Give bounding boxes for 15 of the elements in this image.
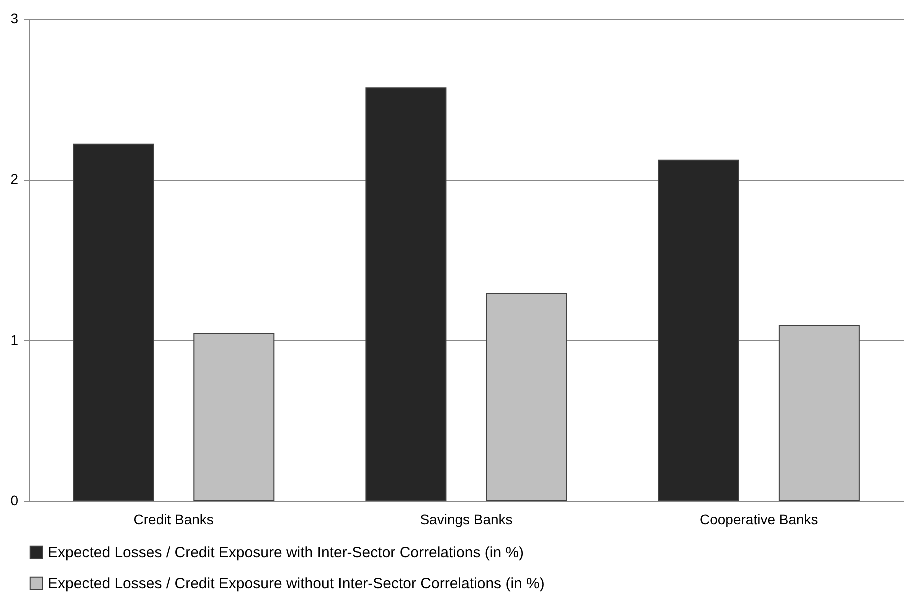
y-tick-label: 3 — [10, 10, 19, 26]
bar — [486, 293, 568, 502]
y-tick-label: 1 — [10, 332, 19, 348]
bar — [366, 88, 447, 502]
bar — [778, 325, 860, 502]
y-tick-label: 0 — [10, 492, 19, 508]
y-tick-label: 2 — [10, 171, 19, 188]
bar — [194, 333, 275, 502]
legend-label: Expected Losses / Credit Exposure with Inter-Sector Correlations (in %) — [48, 544, 524, 562]
x-tick-label: Cooperative Banks — [700, 512, 818, 528]
x-tick-label: Savings Banks — [420, 512, 513, 528]
x-tick-label: Credit Banks — [134, 512, 214, 528]
legend-label: Expected Losses / Credit Exposure without Inter-Sector Correlations (in %) — [48, 576, 545, 592]
bar — [73, 144, 154, 502]
bar — [658, 160, 740, 502]
